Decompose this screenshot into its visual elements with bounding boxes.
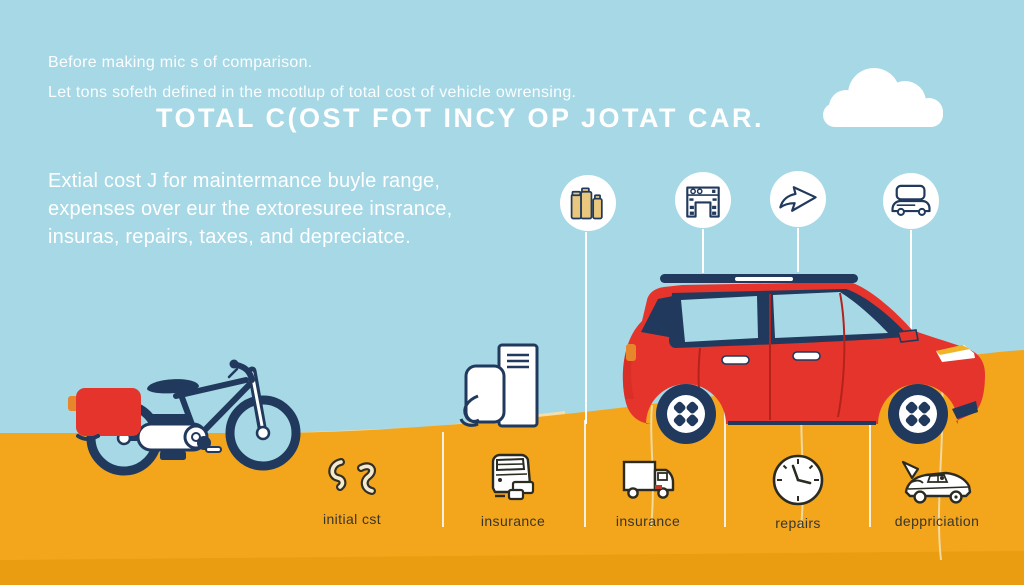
cost-item-insurance-2: insurance bbox=[573, 454, 723, 529]
top-circle-van bbox=[883, 173, 939, 229]
clock-icon bbox=[772, 454, 824, 506]
intro-line-1: Before making mic s of comparison. bbox=[48, 54, 313, 71]
van-front-icon bbox=[491, 453, 535, 501]
cost-label: deppriciation bbox=[894, 513, 980, 529]
arrow-right-icon bbox=[779, 186, 817, 212]
intro-line-2: Let tons sofeth defined in the mcotlup o… bbox=[48, 84, 577, 101]
oil-bottles-icon bbox=[570, 187, 603, 220]
cost-label: repairs bbox=[775, 515, 821, 531]
open-hood-car-icon bbox=[901, 460, 972, 504]
cost-item-insurance-1: insurance bbox=[438, 450, 588, 529]
page-title: TOTAL C(OST FOT INCY OP JOTAT CAR. bbox=[155, 103, 765, 133]
top-circle-fuel bbox=[560, 175, 616, 231]
box-truck-icon bbox=[622, 460, 675, 499]
top-circle-arrow bbox=[770, 171, 826, 227]
cost-item-initial-cost: initial cst bbox=[277, 452, 427, 527]
top-circle-machine bbox=[675, 172, 731, 228]
cost-label: insurance bbox=[480, 513, 546, 529]
bicycle bbox=[68, 359, 301, 476]
cost-item-repairs: repairs bbox=[723, 452, 873, 531]
delivery-van-icon bbox=[891, 184, 931, 216]
description-line-2: expenses over eur the extoresuree insran… bbox=[48, 198, 453, 220]
ground-shadow-band bbox=[0, 551, 1024, 585]
description-line-1: Extial cost J for maintermance buyle ran… bbox=[48, 170, 441, 192]
description-paragraph: Extial cost J for maintermance buyle ran… bbox=[48, 167, 452, 251]
description-line-3: insuras, repairs, taxes, and depreciatce… bbox=[48, 226, 411, 248]
fuel-pump-icon bbox=[459, 343, 539, 428]
squiggle-icon bbox=[328, 458, 376, 495]
red-car bbox=[622, 274, 985, 444]
cost-label: initial cst bbox=[322, 511, 382, 527]
cost-label: insurance bbox=[615, 513, 681, 529]
cloud-icon bbox=[823, 68, 943, 127]
cost-item-depreciation: deppriciation bbox=[862, 456, 1012, 529]
machine-panel-icon bbox=[686, 186, 720, 218]
